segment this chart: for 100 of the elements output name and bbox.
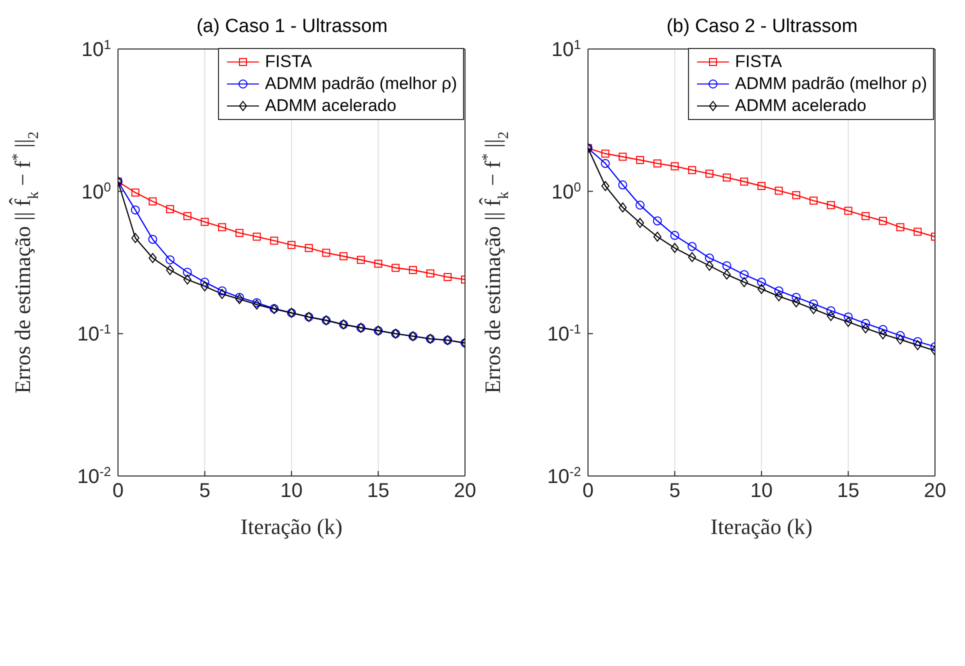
legend-label: FISTA <box>265 51 312 73</box>
y-tick-label: 10$^{-2}$ <box>77 464 111 488</box>
point <box>670 162 679 170</box>
point <box>757 278 766 287</box>
x-tick-label: 20 <box>454 480 476 502</box>
point <box>600 158 610 168</box>
point <box>218 223 226 232</box>
point <box>166 205 174 214</box>
legend-label: ADMM padrão (melhor ρ) <box>265 73 457 95</box>
point <box>618 152 627 161</box>
point <box>809 299 818 308</box>
point <box>166 265 174 276</box>
legend-label: FISTA <box>735 51 782 73</box>
point <box>252 232 261 241</box>
point <box>670 230 680 240</box>
x-tick-label: 15 <box>837 480 860 502</box>
x-tick-label: 5 <box>199 480 210 502</box>
point <box>356 256 365 264</box>
point <box>322 248 330 257</box>
point <box>758 182 766 190</box>
legend-label: ADMM padrão (melhor ρ) <box>735 73 927 95</box>
point <box>653 159 662 168</box>
point <box>844 206 852 215</box>
point <box>426 269 434 278</box>
x-tick-label: 15 <box>367 480 390 502</box>
point <box>235 228 244 237</box>
point <box>722 174 731 182</box>
point <box>183 212 192 220</box>
y-tick-label: 10$^{0}$ <box>82 178 111 204</box>
point <box>914 228 922 236</box>
point <box>810 304 818 314</box>
point <box>652 216 662 226</box>
point <box>810 196 818 205</box>
x-tick-label: 0 <box>582 480 594 502</box>
point <box>688 252 696 262</box>
point <box>653 232 662 242</box>
point <box>722 270 731 280</box>
chart-title: (a) Caso 1 - Ultrassom <box>196 16 388 37</box>
x-axis-title: Iteração (k) <box>240 514 342 539</box>
y-tick-label: 10$^{-1}$ <box>547 321 581 346</box>
point <box>218 288 226 299</box>
point <box>826 306 836 316</box>
point <box>408 266 417 274</box>
x-tick-label: 0 <box>112 480 124 502</box>
point <box>740 277 748 288</box>
point <box>444 273 452 282</box>
point <box>148 253 157 264</box>
point <box>844 316 852 327</box>
point <box>131 188 140 197</box>
point <box>878 216 887 225</box>
point <box>374 260 382 268</box>
point <box>862 212 870 220</box>
point <box>200 281 209 292</box>
point <box>601 150 610 158</box>
point <box>340 252 348 260</box>
point <box>826 201 835 210</box>
x-tick-label: 5 <box>669 480 680 502</box>
point <box>270 236 278 245</box>
point <box>740 270 749 280</box>
point <box>182 268 192 277</box>
y-tick-label: 10$^{0}$ <box>552 178 581 204</box>
y-tick-label: 10$^{-1}$ <box>77 321 111 346</box>
point <box>913 337 922 346</box>
x-tick-label: 10 <box>280 480 303 502</box>
point <box>636 218 644 228</box>
point <box>792 292 801 302</box>
point <box>166 255 175 264</box>
point <box>758 284 766 294</box>
point <box>774 286 784 296</box>
point <box>792 297 800 308</box>
point <box>636 156 644 164</box>
point <box>774 291 783 302</box>
legend-label: ADMM acelerado <box>735 95 866 117</box>
point <box>740 178 748 186</box>
y-tick-label: 10$^{1}$ <box>82 36 111 61</box>
point <box>896 331 905 340</box>
point <box>826 311 835 322</box>
point <box>844 312 853 322</box>
point <box>704 254 714 263</box>
point <box>148 234 158 244</box>
point <box>148 197 157 206</box>
point <box>601 181 610 192</box>
point <box>774 186 783 195</box>
point <box>688 166 696 174</box>
point <box>130 205 140 214</box>
point <box>200 218 209 226</box>
point <box>304 244 313 252</box>
y-tick-label: 10$^{-2}$ <box>547 464 581 488</box>
point <box>861 318 870 328</box>
point <box>705 260 714 271</box>
point <box>234 292 244 302</box>
point <box>878 329 887 340</box>
point <box>288 240 296 249</box>
point <box>792 191 800 200</box>
point <box>688 242 697 251</box>
point <box>670 242 679 253</box>
point <box>636 200 645 210</box>
point <box>252 298 262 308</box>
legend-label: ADMM acelerado <box>265 95 396 117</box>
x-tick-label: 20 <box>924 480 946 502</box>
